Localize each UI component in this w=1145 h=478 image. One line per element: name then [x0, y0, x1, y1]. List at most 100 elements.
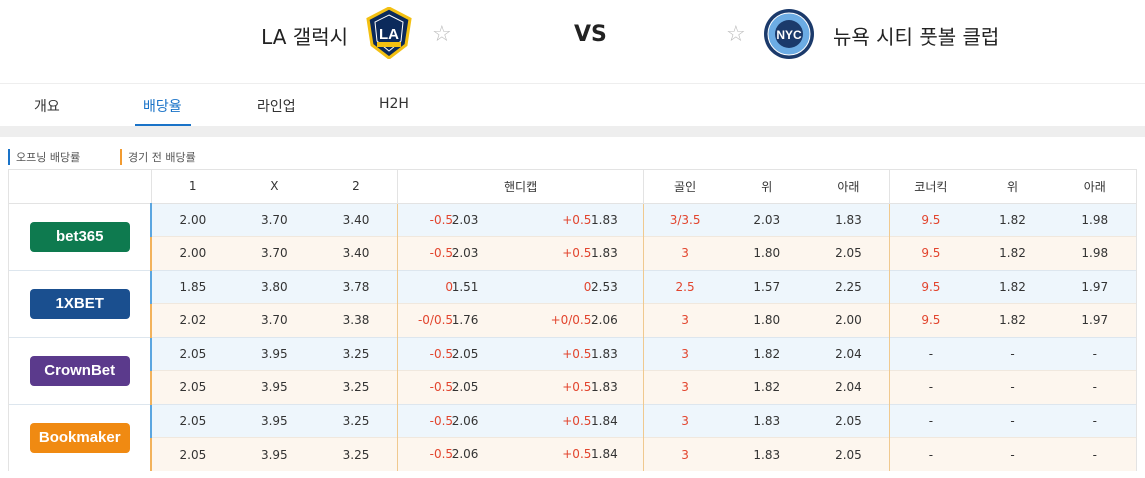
odds-cell[interactable]: 1.82	[971, 303, 1054, 337]
odds-cell[interactable]: 2.05	[150, 370, 234, 404]
handicap-cell[interactable]: +0.5 1.84	[521, 403, 644, 438]
odds-cell[interactable]: 1.97	[1053, 303, 1138, 337]
tab-lineup[interactable]: 라인업	[257, 99, 296, 115]
handicap-cell[interactable]: -0.5 2.06	[396, 437, 522, 471]
odds-cell[interactable]: 2.25	[807, 269, 890, 304]
odds-cell[interactable]: 2.05	[807, 437, 890, 471]
odds-cell[interactable]: 1.82	[725, 336, 808, 371]
odds-cell[interactable]: -	[889, 403, 972, 438]
odds-cell[interactable]: 3/3.5	[643, 202, 726, 237]
handicap-cell[interactable]: -0.5 2.05	[396, 370, 522, 404]
handicap-cell[interactable]: 0 2.53	[521, 269, 644, 304]
tab-overview[interactable]: 개요	[34, 99, 60, 115]
odds-cell[interactable]: 1.98	[1053, 236, 1138, 270]
odds-cell[interactable]: 1.82	[971, 202, 1054, 237]
tab-h2h[interactable]: H2H	[379, 96, 409, 112]
odds-cell[interactable]: -	[1053, 336, 1138, 371]
odds-cell[interactable]: 3	[643, 236, 726, 270]
odds-cell[interactable]: 3.78	[315, 269, 398, 304]
odds-cell[interactable]: 2.02	[150, 303, 234, 337]
odds-cell[interactable]: -	[1053, 403, 1138, 438]
handicap-cell[interactable]: 0 1.51	[396, 269, 522, 304]
odds-cell[interactable]: -	[1053, 437, 1138, 471]
favorite-away-star-icon[interactable]: ☆	[726, 22, 746, 47]
odds-cell[interactable]: 3	[643, 437, 726, 471]
odds-cell[interactable]: 3.95	[233, 437, 316, 471]
odds-cell[interactable]: 3.70	[233, 236, 316, 270]
odds-cell[interactable]: 2.05	[150, 336, 234, 371]
odds-cell[interactable]: 3.40	[315, 202, 398, 237]
odds-cell[interactable]: -	[889, 336, 972, 371]
odds-cell[interactable]: 1.83	[725, 437, 808, 471]
odds-cell[interactable]: -	[889, 437, 972, 471]
odds-cell[interactable]: -	[971, 370, 1054, 404]
odds-cell[interactable]: 2.05	[807, 236, 890, 270]
odds-cell[interactable]: 2.03	[725, 202, 808, 237]
handicap-cell[interactable]: -0/0.5 1.76	[396, 303, 522, 337]
odds-cell[interactable]: 3	[643, 370, 726, 404]
odds-cell[interactable]: -	[971, 336, 1054, 371]
odds-cell[interactable]: -	[971, 403, 1054, 438]
odds-cell[interactable]: 3	[643, 303, 726, 337]
tab-odds[interactable]: 배당율	[143, 99, 182, 115]
odds-cell[interactable]: 1.82	[971, 269, 1054, 304]
odds-cell[interactable]: 1.80	[725, 236, 808, 270]
handicap-cell[interactable]: +0.5 1.84	[521, 437, 644, 471]
odds-cell[interactable]: 2.04	[807, 336, 890, 371]
odds-cell[interactable]: 1.83	[807, 202, 890, 237]
handicap-cell[interactable]: -0.5 2.05	[396, 336, 522, 371]
odds-cell[interactable]: 3.80	[233, 269, 316, 304]
odds-cell[interactable]: 3.95	[233, 403, 316, 438]
handicap-cell[interactable]: +0.5 1.83	[521, 202, 644, 237]
handicap-cell[interactable]: -0.5 2.06	[396, 403, 522, 438]
odds-cell[interactable]: -	[971, 437, 1054, 471]
bookmaker-logo-2[interactable]: CrownBet	[29, 355, 130, 386]
favorite-home-star-icon[interactable]: ☆	[432, 22, 452, 47]
handicap-cell[interactable]: +0.5 1.83	[521, 236, 644, 270]
odds-cell[interactable]: 3	[643, 336, 726, 371]
odds-cell[interactable]: 1.80	[725, 303, 808, 337]
bookmaker-logo-3[interactable]: Bookmaker	[29, 422, 130, 453]
home-team-name[interactable]: LA 갤럭시	[261, 25, 348, 49]
odds-cell[interactable]: -	[889, 370, 972, 404]
handicap-cell[interactable]: +0.5 1.83	[521, 336, 644, 371]
odds-cell[interactable]: 2.00	[150, 202, 234, 237]
odds-cell[interactable]: -	[1053, 370, 1138, 404]
away-team-name[interactable]: 뉴욕 시티 풋볼 클럽	[833, 25, 1000, 49]
odds-cell[interactable]: 2.00	[807, 303, 890, 337]
odds-cell[interactable]: 3.95	[233, 336, 316, 371]
odds-cell[interactable]: 2.05	[807, 403, 890, 438]
odds-cell[interactable]: 1.83	[725, 403, 808, 438]
odds-cell[interactable]: 1.97	[1053, 269, 1138, 304]
odds-cell[interactable]: 3.25	[315, 437, 398, 471]
odds-cell[interactable]: 3	[643, 403, 726, 438]
odds-cell[interactable]: 9.5	[889, 202, 972, 237]
odds-cell[interactable]: 2.5	[643, 269, 726, 304]
odds-cell[interactable]: 1.98	[1053, 202, 1138, 237]
handicap-cell[interactable]: -0.5 2.03	[396, 236, 522, 270]
handicap-cell[interactable]: +0.5 1.83	[521, 370, 644, 404]
odds-cell[interactable]: 3.95	[233, 370, 316, 404]
odds-cell[interactable]: 1.85	[150, 269, 234, 304]
la-galaxy-logo-icon[interactable]: LA	[366, 7, 412, 59]
odds-cell[interactable]: 3.25	[315, 336, 398, 371]
odds-cell[interactable]: 2.05	[150, 437, 234, 471]
handicap-cell[interactable]: -0.5 2.03	[396, 202, 522, 237]
odds-cell[interactable]: 3.25	[315, 403, 398, 438]
odds-cell[interactable]: 3.70	[233, 303, 316, 337]
odds-cell[interactable]: 3.40	[315, 236, 398, 270]
odds-cell[interactable]: 3.70	[233, 202, 316, 237]
odds-cell[interactable]: 3.25	[315, 370, 398, 404]
odds-cell[interactable]: 9.5	[889, 269, 972, 304]
odds-cell[interactable]: 9.5	[889, 236, 972, 270]
odds-cell[interactable]: 9.5	[889, 303, 972, 337]
odds-cell[interactable]: 2.04	[807, 370, 890, 404]
odds-cell[interactable]: 1.82	[971, 236, 1054, 270]
nycfc-logo-icon[interactable]: NYC	[763, 8, 815, 60]
odds-cell[interactable]: 2.05	[150, 403, 234, 438]
bookmaker-logo-1[interactable]: 1XBET	[29, 288, 130, 319]
odds-cell[interactable]: 2.00	[150, 236, 234, 270]
odds-cell[interactable]: 3.38	[315, 303, 398, 337]
odds-cell[interactable]: 1.57	[725, 269, 808, 304]
bookmaker-logo-0[interactable]: bet365	[29, 221, 130, 252]
